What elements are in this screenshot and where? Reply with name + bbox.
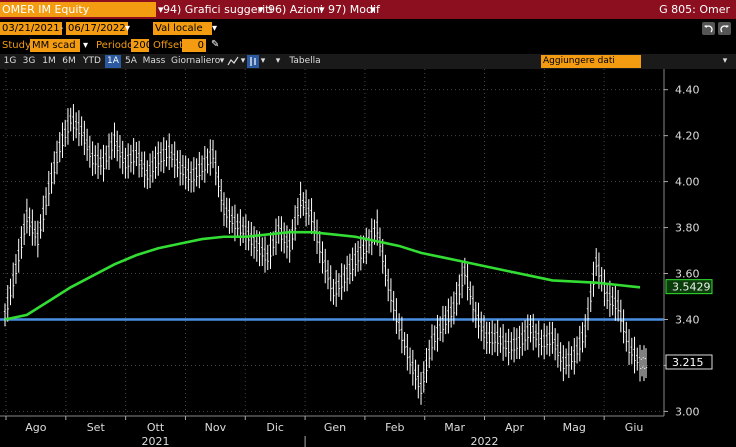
start-date-input[interactable]: 03/21/2021 <box>0 22 62 35</box>
period-input[interactable]: 200 <box>131 39 153 52</box>
price-value-label: 3.215 <box>672 356 704 369</box>
x-tick-label: Mag <box>563 421 586 434</box>
bar-type-dropdown-icon[interactable]: ▾ <box>260 56 266 66</box>
date-dropdown-icon[interactable]: ▾ <box>125 23 131 34</box>
y-tick-label: 4.00 <box>675 176 700 189</box>
pencil-icon[interactable]: ✎ <box>211 39 220 50</box>
ticker-label: OMER IM Equity <box>2 3 90 16</box>
chart-grid <box>3 69 664 416</box>
ma-value-label: 3.5429 <box>672 281 711 294</box>
study-label: Study <box>2 40 31 51</box>
period-ytd-button[interactable]: YTD <box>83 56 101 66</box>
period-3g-button[interactable]: 3G <box>22 56 36 66</box>
undo-button[interactable] <box>702 22 715 35</box>
chart-type-dropdown-icon[interactable]: ▾ <box>240 56 246 66</box>
price-chart[interactable]: 4.404.204.003.803.603.403.203.00 AgoSetO… <box>0 69 736 447</box>
suggested-charts-number: 94) <box>163 3 182 16</box>
end-date-input[interactable]: 06/17/2022 <box>66 22 128 35</box>
y-tick-label: 3.40 <box>675 313 700 326</box>
table-button[interactable]: Tabella <box>289 56 321 66</box>
frequency-dropdown-icon[interactable]: ▾ <box>219 56 225 66</box>
settings-dropdown-icon[interactable]: ▾ <box>722 56 728 66</box>
period-5a-button[interactable]: 5A <box>125 56 137 66</box>
y-tick-label: 3.60 <box>675 268 700 281</box>
offset-input[interactable]: 0 <box>182 39 206 52</box>
offset-label: Offset <box>153 40 184 51</box>
x-tick-label: Nov <box>205 421 227 434</box>
x-tick-label: Ago <box>25 421 47 434</box>
chart-id-title: G 805: Omer <box>659 3 730 16</box>
period-label: Periodo <box>96 40 134 51</box>
edit-button[interactable]: 97) Modif <box>328 2 380 17</box>
edit-number: 97) <box>328 3 347 16</box>
year-label: 2022 <box>471 435 499 447</box>
suggested-charts-label: Grafici suggeriti <box>184 3 273 16</box>
period-1m-button[interactable]: 1M <box>42 56 56 66</box>
x-tick-label: Gen <box>324 421 346 434</box>
actions-number: 96) <box>268 3 287 16</box>
x-tick-label: Dic <box>266 421 284 434</box>
x-tick-label: Set <box>87 421 106 434</box>
actions-button[interactable]: 96) Azioni <box>268 2 323 17</box>
suggested-charts-button[interactable]: 94) Grafici suggeriti <box>163 2 273 17</box>
price-value-box <box>665 354 713 370</box>
y-tick-label: 4.40 <box>675 84 700 97</box>
date-range-bar: 03/21/2021 - 06/17/2022 ▾ Val locale ▾ <box>0 20 736 37</box>
period-6m-button[interactable]: 6M <box>62 56 76 66</box>
y-tick-label: 3.00 <box>675 405 700 418</box>
redo-button[interactable] <box>718 22 731 35</box>
year-label: 2021 <box>142 435 170 447</box>
title-bar: OMER IM Equity ▾ 94) Grafici suggeriti ▾… <box>0 0 736 19</box>
x-axis: Ago Set Ott Nov Dic Gen Feb Mar Apr Mag Giu 2021 202… <box>0 415 664 447</box>
study-dropdown-icon[interactable]: ▾ <box>83 40 89 51</box>
x-tick-label: Mar <box>444 421 465 434</box>
add-data-input[interactable]: Aggiungere dati <box>541 55 641 68</box>
period-1g-button[interactable]: 1G <box>3 56 17 66</box>
x-tick-label: Giu <box>625 421 644 434</box>
moving-average-group <box>4 230 641 321</box>
value-labels: 3.5429 3.215 <box>665 279 713 370</box>
study-select[interactable]: MM scad <box>30 39 80 52</box>
currency-select[interactable]: Val locale <box>153 22 212 35</box>
actions-dropdown-icon[interactable]: ▾ <box>258 3 264 16</box>
y-tick-label: 3.80 <box>675 222 700 235</box>
bar-chart-type-icon[interactable] <box>247 55 259 68</box>
undo-icon <box>704 25 713 33</box>
edit-label: Modif <box>349 3 380 16</box>
currency-dropdown-icon[interactable]: ▾ <box>212 23 218 34</box>
edit-dropdown-icon[interactable]: ▾ <box>319 3 325 16</box>
edit-menu-dropdown-icon[interactable]: ▾ <box>370 3 376 16</box>
redo-icon <box>720 25 729 33</box>
date-separator: - <box>60 23 64 34</box>
menu-dropdown-icon[interactable]: ▾ <box>158 3 164 16</box>
frequency-select[interactable]: Giornaliero <box>171 56 221 66</box>
y-tick-label: 4.20 <box>675 130 700 143</box>
price-bars <box>3 104 648 405</box>
ticker-field[interactable]: OMER IM Equity <box>0 2 156 17</box>
period-toolbar: 1G 3G 1M 6M YTD 1A 5A Mass Giornaliero ▾… <box>0 54 736 69</box>
moving-average-line <box>4 230 641 321</box>
period-1a-button[interactable]: 1A <box>105 55 121 68</box>
period-max-button[interactable]: Mass <box>142 56 166 66</box>
actions-label: Azioni <box>289 3 323 16</box>
x-tick-label: Feb <box>385 421 404 434</box>
study-settings-bar: Study MM scad ▾ Periodo 200 Offset 0 ✎ <box>0 37 736 53</box>
ma-value-box <box>665 279 713 295</box>
x-tick-label: Apr <box>505 421 525 434</box>
line-chart-type-icon[interactable] <box>227 55 239 68</box>
x-tick-label: Ott <box>147 421 165 434</box>
table-dropdown-icon[interactable]: ▾ <box>275 56 281 66</box>
